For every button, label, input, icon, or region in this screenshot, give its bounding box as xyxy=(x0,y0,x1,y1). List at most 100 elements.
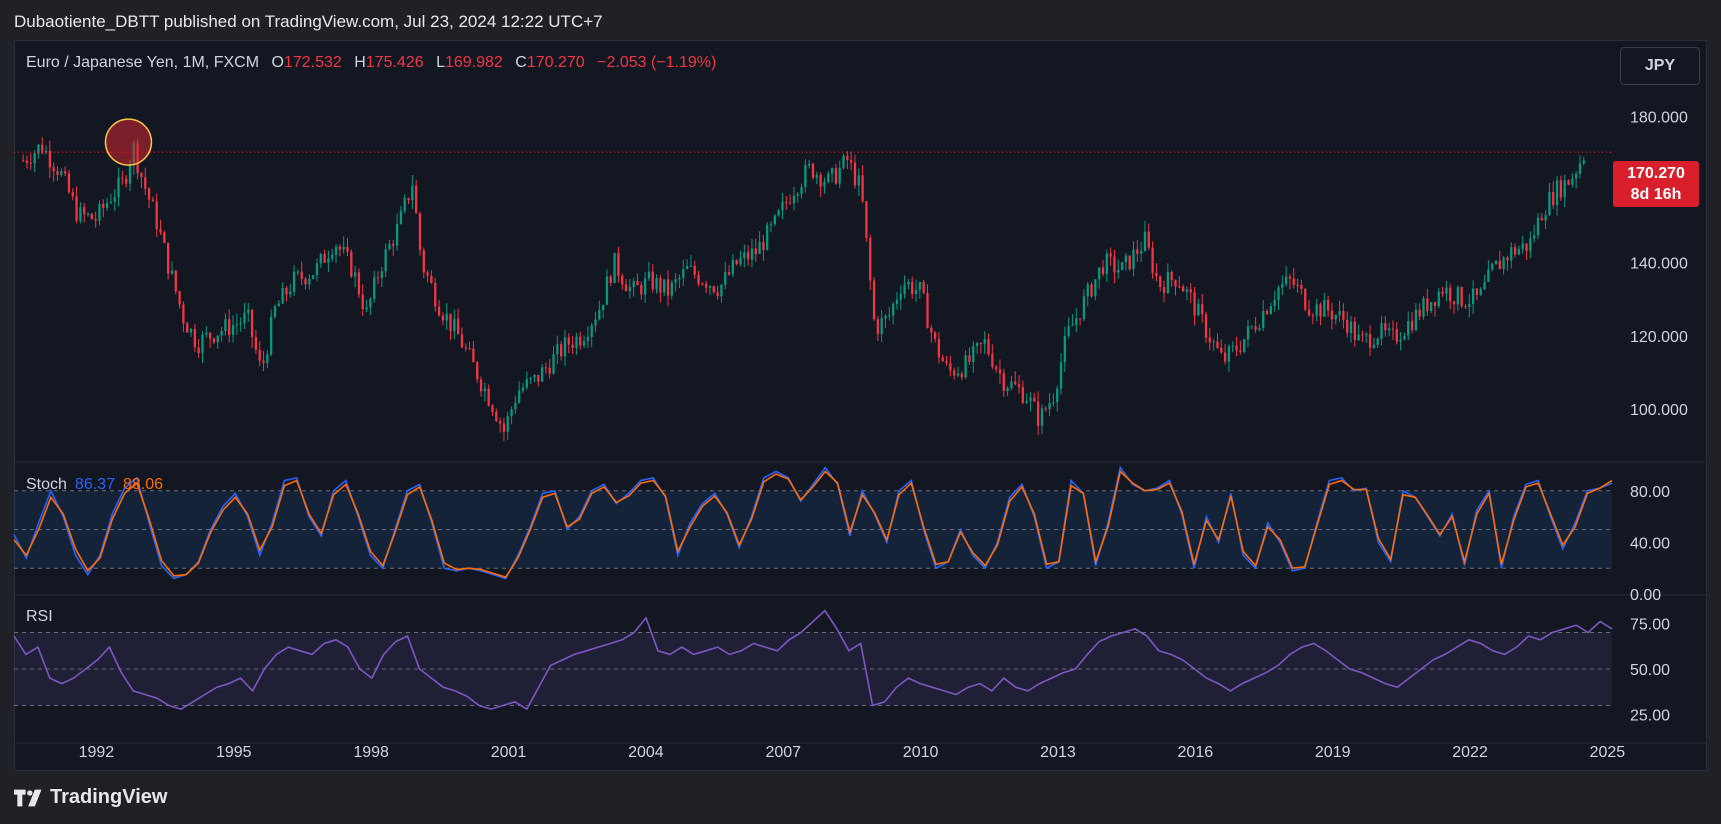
candle-body xyxy=(79,207,82,221)
candle-body xyxy=(1082,296,1086,320)
stoch-tick-label: 80.00 xyxy=(1630,484,1670,501)
candle-body xyxy=(991,353,994,368)
candle-body xyxy=(392,243,395,246)
last-price-value: 170.270 xyxy=(1627,165,1685,182)
time-tick-label: 2025 xyxy=(1590,744,1626,761)
candle-body xyxy=(1300,285,1303,290)
candle-body xyxy=(521,387,525,391)
rsi-series-0 xyxy=(13,609,1613,711)
candle-body xyxy=(1376,338,1379,346)
candle-body xyxy=(1220,347,1223,353)
candle-body xyxy=(170,270,174,274)
candle-body xyxy=(361,294,364,310)
candle-body xyxy=(403,198,406,211)
candle-body xyxy=(689,265,693,267)
candle-body xyxy=(773,215,776,225)
stoch-k-value: 86.37 xyxy=(74,476,115,493)
candle-body xyxy=(651,271,654,290)
rsi-tick-label: 50.00 xyxy=(1630,662,1670,679)
candle-body xyxy=(1036,401,1040,426)
candle-body xyxy=(1159,276,1162,287)
candle-body xyxy=(995,367,998,370)
candle-body xyxy=(598,310,601,320)
candle-body xyxy=(369,298,372,308)
candle-body xyxy=(239,323,242,325)
time-tick-label: 2013 xyxy=(1040,744,1076,761)
candle-body xyxy=(914,289,918,295)
candle-body xyxy=(502,423,506,432)
candle-body xyxy=(766,225,769,250)
symbol-label[interactable]: Euro / Japanese Yen, 1M, FXCM xyxy=(26,54,260,71)
candle-body xyxy=(621,275,624,285)
candle-body xyxy=(701,283,704,285)
close-value: 170.270 xyxy=(526,54,585,71)
candle-body xyxy=(979,343,983,345)
candle-body xyxy=(29,162,32,164)
candle-body xyxy=(1201,303,1204,315)
candle-body xyxy=(250,309,254,338)
candle-body xyxy=(1223,352,1227,362)
candle-body xyxy=(933,332,937,340)
candle-body xyxy=(518,390,521,403)
candle-body xyxy=(1170,272,1173,281)
candle-body xyxy=(323,253,326,263)
candle-body xyxy=(1048,402,1051,410)
candle-body xyxy=(1502,257,1505,270)
candle-body xyxy=(716,292,719,297)
candle-body xyxy=(1277,287,1280,301)
candle-body xyxy=(636,281,639,286)
candle-body xyxy=(930,328,933,333)
candle-body xyxy=(811,163,815,178)
candle-body xyxy=(37,144,40,154)
candle-body xyxy=(1582,160,1585,164)
candle-body xyxy=(1197,303,1200,316)
time-tick-label: 2004 xyxy=(628,744,664,761)
candle-body xyxy=(590,325,593,337)
candle-body xyxy=(1368,334,1372,348)
candle-body xyxy=(1178,286,1181,288)
change-value: −2.053 (−1.19%) xyxy=(597,54,717,71)
candle-body xyxy=(174,270,177,292)
candle-body xyxy=(1235,345,1238,351)
candle-body xyxy=(312,275,315,279)
candle-body xyxy=(865,201,868,239)
candle-body xyxy=(1410,321,1414,330)
candle-body xyxy=(445,313,448,321)
candle-body xyxy=(586,336,590,342)
candle-body xyxy=(903,284,906,294)
price-tick-label: 100.000 xyxy=(1630,402,1688,419)
candle-body xyxy=(1338,311,1341,316)
candle-body xyxy=(1506,257,1509,261)
candle-body xyxy=(1540,217,1543,221)
candle-body xyxy=(483,388,486,392)
candle-body xyxy=(201,334,204,353)
candle-body xyxy=(850,160,853,163)
candle-body xyxy=(560,344,563,357)
currency-button[interactable]: JPY xyxy=(1620,47,1700,85)
tradingview-logo-icon xyxy=(14,789,42,806)
candle-body xyxy=(1346,319,1349,333)
tradingview-logo[interactable]: TradingView xyxy=(14,786,167,809)
candle-body xyxy=(777,210,780,216)
candle-body xyxy=(151,199,155,202)
candle-body xyxy=(643,278,647,295)
low-key: L xyxy=(436,54,445,71)
candle-body xyxy=(640,285,643,295)
candle-body xyxy=(75,196,78,221)
candle-body xyxy=(155,201,158,230)
candle-body xyxy=(1498,260,1501,270)
candle-body xyxy=(353,272,357,277)
candle-body xyxy=(380,271,383,278)
candle-body xyxy=(552,354,555,374)
candle-body xyxy=(1315,304,1318,316)
candle-body xyxy=(86,213,90,215)
candle-body xyxy=(1063,335,1066,363)
candle-body xyxy=(1395,329,1398,342)
candle-body xyxy=(781,201,784,211)
candle-body xyxy=(666,279,670,296)
candle-body xyxy=(273,306,277,317)
candle-body xyxy=(105,202,109,208)
candle-body xyxy=(815,174,818,178)
candle-body xyxy=(1349,321,1353,333)
